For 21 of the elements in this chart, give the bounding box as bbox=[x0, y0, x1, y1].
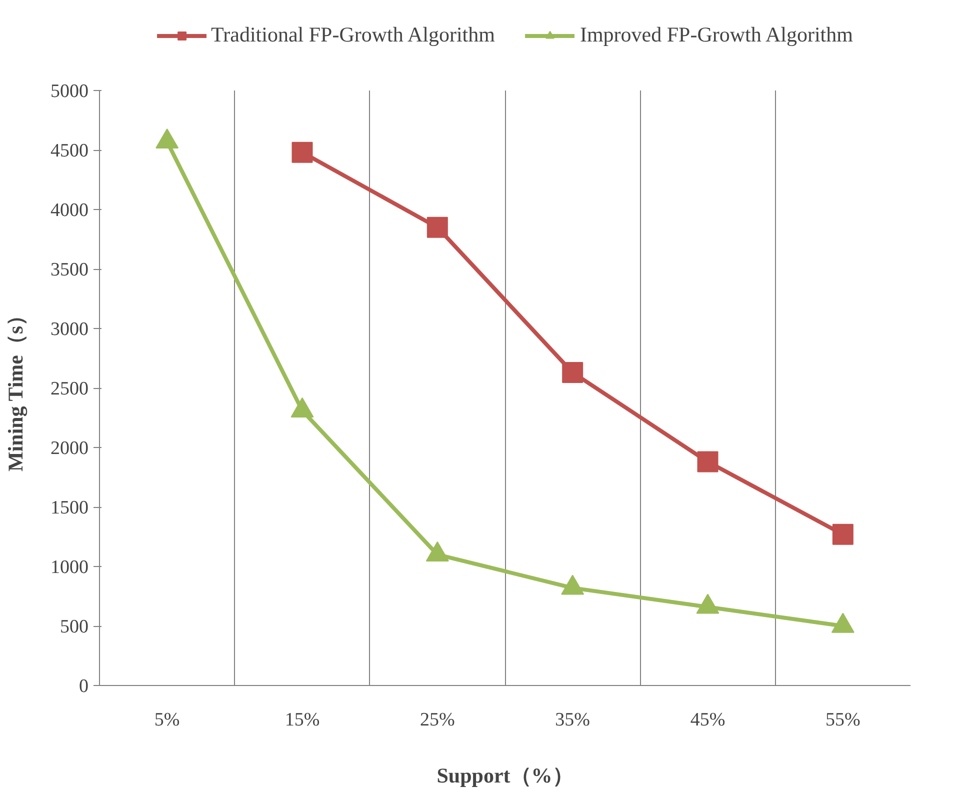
y-tick-label: 0 bbox=[79, 676, 88, 697]
y-tick-label: 1500 bbox=[50, 498, 88, 518]
legend-label: Improved FP-Growth Algorithm bbox=[580, 22, 853, 48]
y-tick-label: 500 bbox=[60, 616, 88, 638]
legend-label: Traditional FP-Growth Algorithm bbox=[211, 22, 495, 48]
x-axis-title: Support（%） bbox=[436, 764, 574, 788]
x-tick-label: 25% bbox=[420, 710, 456, 730]
y-tick-label: 2000 bbox=[50, 438, 88, 459]
y-tick-label: 5000 bbox=[50, 81, 88, 102]
x-tick-label: 45% bbox=[690, 710, 726, 730]
y-axis-title: Mining Time（s） bbox=[4, 304, 28, 472]
x-tick-label: 35% bbox=[555, 710, 590, 730]
y-tick-label: 4000 bbox=[50, 200, 88, 221]
y-tick-label: 2500 bbox=[50, 378, 88, 400]
x-tick-label: 55% bbox=[826, 710, 861, 730]
y-tick-label: 3500 bbox=[50, 260, 88, 280]
y-tick-label: 3000 bbox=[50, 319, 88, 340]
y-tick-label: 1000 bbox=[50, 557, 88, 578]
y-tick-label: 4500 bbox=[50, 140, 88, 162]
x-tick-label: 5% bbox=[154, 710, 180, 730]
x-tick-label: 15% bbox=[284, 710, 320, 730]
